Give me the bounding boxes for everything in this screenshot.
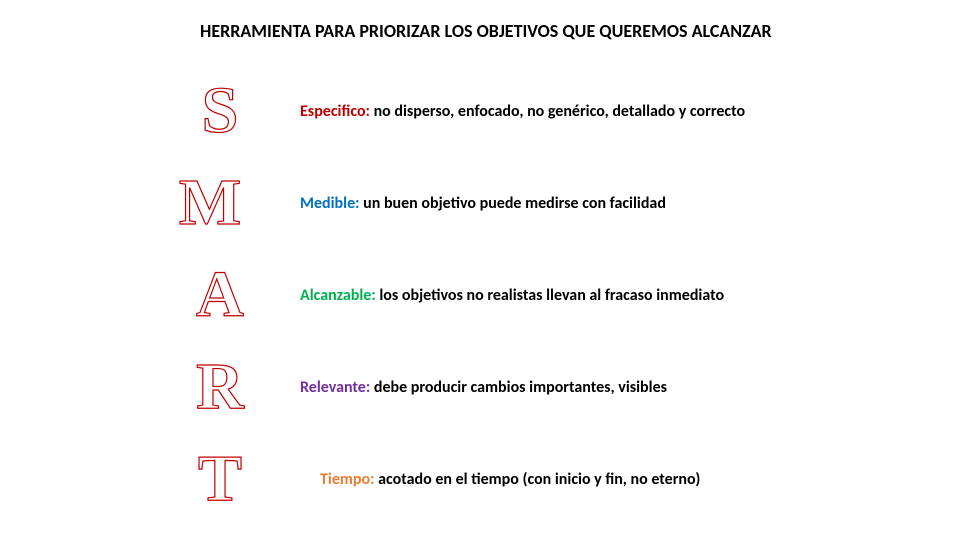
page-title: HERRAMIENTA PARA PRIORIZAR LOS OBJETIVOS… — [200, 20, 772, 42]
term-r: Relevante: — [300, 378, 370, 397]
row-t: T Tiempo: acotado en el tiempo (con inic… — [140, 433, 920, 525]
rest-t: acotado en el tiempo (con inicio y fin, … — [375, 470, 701, 489]
row-a: A Alcanzable: los objetivos no realistas… — [140, 249, 920, 341]
row-m: M Medible: un buen objetivo puede medirs… — [140, 157, 920, 249]
rest-m: un buen objetivo puede medirse con facil… — [360, 194, 666, 213]
rest-a: los objetivos no realistas llevan al fra… — [376, 286, 724, 305]
letter-m: M — [130, 170, 290, 236]
letter-r: R — [140, 354, 300, 420]
page: HERRAMIENTA PARA PRIORIZAR LOS OBJETIVOS… — [0, 0, 960, 540]
term-t: Tiempo: — [320, 470, 375, 489]
rest-s: no disperso, enfocado, no genérico, deta… — [370, 102, 745, 121]
desc-m: Medible: un buen objetivo puede medirse … — [300, 194, 920, 213]
rest-r: debe producir cambios importantes, visib… — [370, 378, 667, 397]
term-a: Alcanzable: — [300, 286, 376, 305]
letter-a: A — [140, 262, 300, 328]
row-s: S Especifico: no disperso, enfocado, no … — [140, 65, 920, 157]
letter-s: S — [140, 78, 300, 144]
desc-a: Alcanzable: los objetivos no realistas l… — [300, 286, 920, 305]
desc-s: Especifico: no disperso, enfocado, no ge… — [300, 102, 920, 121]
row-r: R Relevante: debe producir cambios impor… — [140, 341, 920, 433]
desc-t: Tiempo: acotado en el tiempo (con inicio… — [300, 470, 920, 489]
term-m: Medible: — [300, 194, 360, 213]
smart-rows: S Especifico: no disperso, enfocado, no … — [140, 65, 920, 525]
term-s: Especifico: — [300, 102, 370, 121]
letter-t: T — [140, 446, 300, 512]
desc-r: Relevante: debe producir cambios importa… — [300, 378, 920, 397]
